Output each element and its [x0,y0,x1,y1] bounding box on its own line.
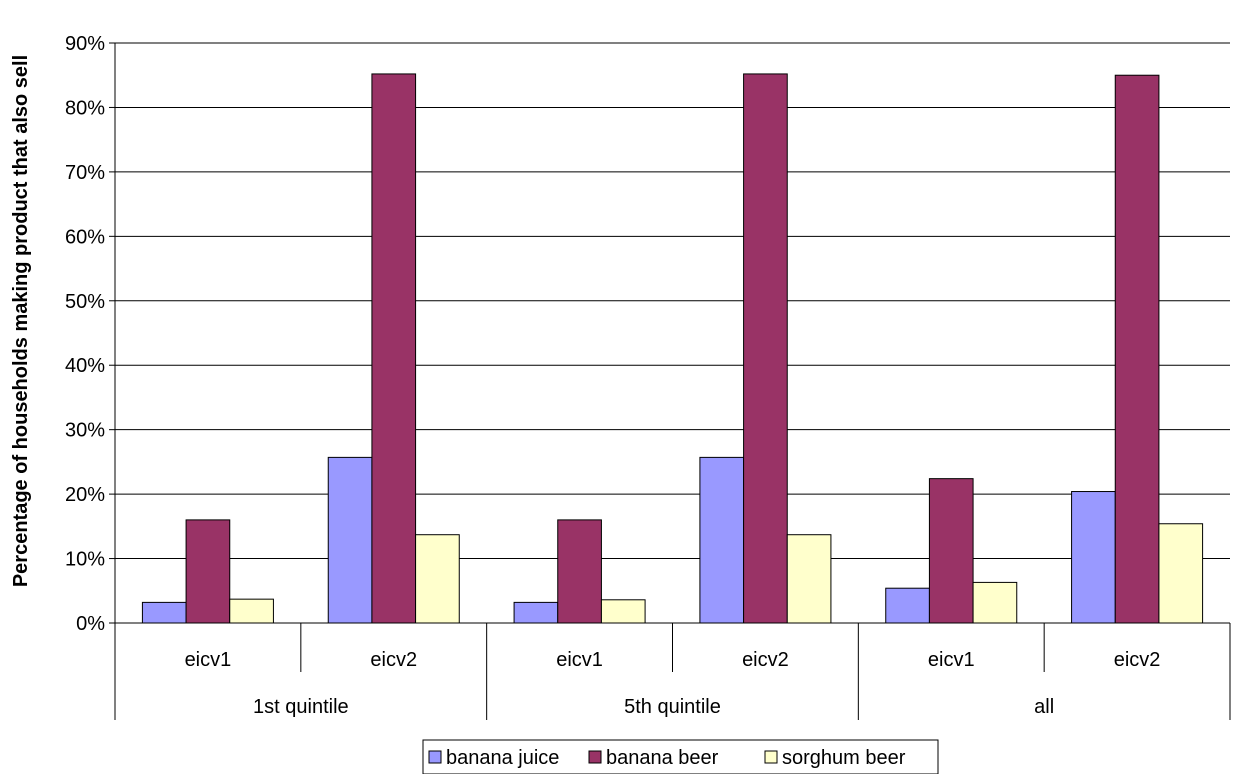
bar-sorghum-beer [972,581,1018,624]
axes: 0% 10% 20% 30% 40% 50% 60% 70% 80% 90% eicv1 eicv2 e… [65,33,1231,720]
bars [141,73,1204,624]
bar-sorghum-beer [415,534,460,624]
x-tick-label: eicv1 [556,649,603,671]
bar-banana-juice [141,601,187,624]
x-tick-label: eicv1 [928,649,975,671]
bar-banana-beer [743,73,788,624]
group-label: 1st quintile [253,696,349,718]
legend-box [422,739,939,775]
x-tick-label: eicv2 [370,649,417,671]
y-tick-label: 0% [76,613,105,635]
legend-label: banana beer [606,747,719,769]
bar-sorghum-beer [786,534,832,624]
y-tick-label: 70% [65,162,105,184]
y-tick-label: 80% [65,97,105,119]
bar-banana-beer [1114,74,1160,624]
y-tick-label: 30% [65,420,105,442]
bar-banana-juice [885,587,930,624]
x-tick-label: eicv1 [185,649,232,671]
bar-sorghum-beer [1158,523,1204,624]
legend-swatch [764,750,778,764]
group-label: all [1034,696,1054,718]
bar-banana-beer [185,519,231,624]
y-tick-label: 50% [65,291,105,313]
bar-banana-beer [371,73,417,624]
legend-label: banana juice [446,747,559,769]
bar-sorghum-beer [229,598,274,624]
y-axis-label: Percentage of households making product … [10,55,32,587]
legend-label: sorghum beer [782,747,906,769]
y-tick-label: 90% [65,33,105,55]
bar-banana-juice [1071,491,1116,624]
y-tick-label: 20% [65,484,105,506]
group-label: 5th quintile [624,696,721,718]
bar-banana-beer [557,519,602,624]
y-tick-label: 60% [65,226,105,248]
grid-lines [115,42,1230,624]
bar-banana-juice [699,456,745,624]
legend: banana juice banana beer sorghum beer [422,739,939,775]
x-tick-label: eicv2 [742,649,789,671]
legend-swatch [428,750,442,764]
y-tick-label: 40% [65,355,105,377]
bar-banana-juice [513,601,559,624]
bar-banana-beer [928,478,974,624]
bar-banana-juice [327,456,373,624]
x-tick-label: eicv2 [1114,649,1161,671]
legend-swatch [588,750,602,764]
y-tick-label: 10% [65,549,105,571]
bar-sorghum-beer [600,599,646,624]
